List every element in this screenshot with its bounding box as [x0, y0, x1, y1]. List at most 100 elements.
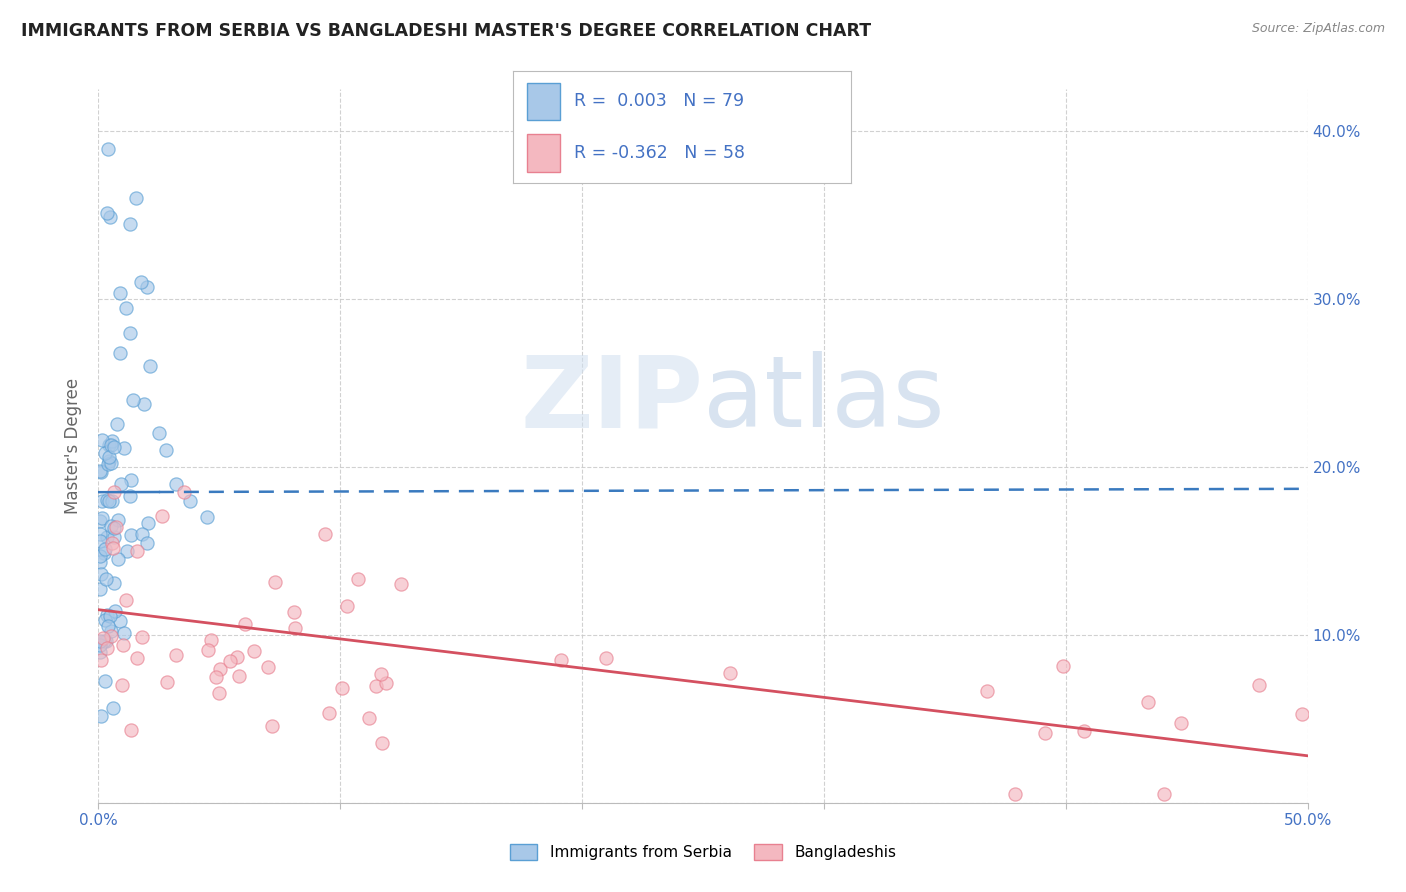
Point [195, 510, 218, 524]
Point [91, 494, 114, 508]
Point [165, 476, 187, 491]
Point [132, 397, 155, 411]
Point [125, 191, 148, 205]
Point [118, 326, 141, 340]
Point [90, 653, 112, 667]
Point [100, 438, 122, 452]
Point [131, 527, 153, 541]
Point [208, 662, 231, 676]
Point [226, 650, 249, 665]
Point [118, 217, 141, 231]
Point [173, 485, 195, 500]
Point [100, 456, 122, 470]
Point [100, 629, 122, 643]
Point [93, 613, 115, 627]
Point [1249, 678, 1271, 692]
Point [118, 489, 141, 503]
Point [131, 630, 153, 644]
Point [97, 454, 120, 468]
Point [139, 359, 162, 374]
Point [105, 417, 128, 432]
Point [89, 526, 111, 541]
Point [336, 599, 359, 614]
Point [233, 616, 256, 631]
Point [97, 458, 120, 472]
Point [97, 438, 120, 452]
Point [101, 541, 124, 555]
Point [205, 670, 228, 684]
Point [96, 607, 118, 622]
Legend: Immigrants from Serbia, Bangladeshis: Immigrants from Serbia, Bangladeshis [503, 838, 903, 866]
Point [208, 686, 231, 700]
Point [550, 653, 572, 667]
Point [96, 206, 118, 220]
Point [90, 566, 112, 581]
Point [89, 534, 111, 549]
Text: ZIP: ZIP [520, 351, 703, 448]
Point [104, 520, 127, 534]
Point [110, 614, 132, 628]
Point [262, 719, 284, 733]
Point [284, 621, 307, 635]
Point [114, 592, 136, 607]
Point [89, 514, 111, 528]
Point [120, 723, 142, 737]
Point [100, 624, 122, 638]
Point [90, 465, 112, 479]
Point [120, 473, 142, 487]
Point [263, 575, 285, 590]
Point [1136, 695, 1159, 709]
Point [117, 544, 139, 558]
Point [90, 708, 112, 723]
Point [131, 275, 153, 289]
Point [101, 494, 124, 508]
Point [100, 518, 122, 533]
Point [112, 442, 135, 456]
Point [370, 667, 392, 681]
Point [165, 648, 187, 663]
Point [148, 426, 170, 441]
Point [104, 604, 127, 618]
Point [110, 285, 132, 300]
Text: R = -0.362   N = 58: R = -0.362 N = 58 [574, 144, 745, 161]
Point [120, 528, 142, 542]
Point [97, 142, 120, 156]
Point [93, 446, 115, 460]
Point [318, 706, 340, 720]
Point [112, 638, 135, 652]
Point [243, 644, 266, 658]
Point [91, 632, 114, 646]
Point [1291, 707, 1313, 722]
Point [91, 433, 114, 447]
Point [330, 681, 353, 695]
Point [94, 572, 117, 586]
Point [94, 633, 117, 648]
Point [136, 516, 159, 530]
Point [100, 210, 122, 224]
Point [89, 638, 111, 652]
Point [228, 669, 250, 683]
Point [219, 654, 242, 668]
Bar [527, 134, 561, 171]
Point [97, 493, 120, 508]
Point [108, 346, 131, 360]
Point [364, 679, 387, 693]
Point [179, 493, 201, 508]
Point [314, 527, 336, 541]
Point [103, 440, 125, 454]
Point [347, 573, 370, 587]
Text: atlas: atlas [703, 351, 945, 448]
Point [100, 608, 122, 623]
Text: Source: ZipAtlas.com: Source: ZipAtlas.com [1251, 22, 1385, 36]
Point [357, 711, 380, 725]
Point [94, 541, 117, 556]
Point [103, 530, 125, 544]
Point [98, 450, 121, 464]
Point [96, 641, 118, 656]
Point [127, 650, 149, 665]
Point [111, 678, 134, 692]
Bar [527, 83, 561, 120]
Point [93, 634, 115, 648]
Point [112, 626, 135, 640]
Point [256, 660, 278, 674]
